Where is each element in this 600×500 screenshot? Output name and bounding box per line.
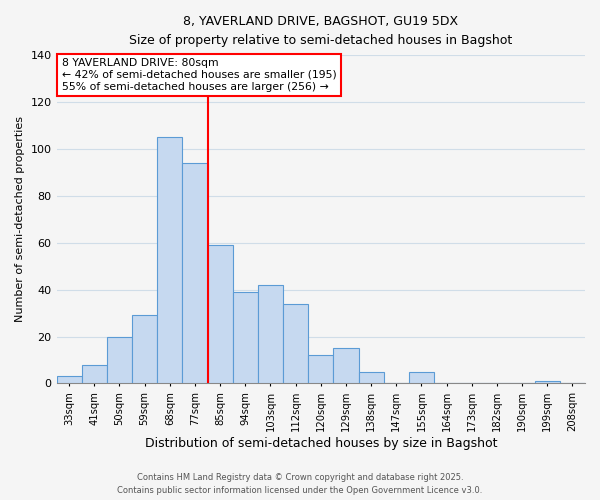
- Bar: [283, 304, 308, 384]
- Bar: [208, 245, 233, 384]
- Title: 8, YAVERLAND DRIVE, BAGSHOT, GU19 5DX
Size of property relative to semi-detached: 8, YAVERLAND DRIVE, BAGSHOT, GU19 5DX Si…: [129, 15, 512, 47]
- Text: Contains HM Land Registry data © Crown copyright and database right 2025.
Contai: Contains HM Land Registry data © Crown c…: [118, 474, 482, 495]
- Bar: [107, 336, 132, 384]
- Bar: [308, 356, 334, 384]
- Bar: [359, 372, 383, 384]
- Bar: [182, 163, 208, 384]
- Bar: [132, 316, 157, 384]
- Bar: [535, 381, 560, 384]
- Bar: [82, 364, 107, 384]
- Bar: [56, 376, 82, 384]
- Bar: [233, 292, 258, 384]
- Y-axis label: Number of semi-detached properties: Number of semi-detached properties: [15, 116, 25, 322]
- X-axis label: Distribution of semi-detached houses by size in Bagshot: Distribution of semi-detached houses by …: [145, 437, 497, 450]
- Bar: [409, 372, 434, 384]
- Bar: [334, 348, 359, 384]
- Bar: [157, 137, 182, 384]
- Bar: [258, 285, 283, 384]
- Text: 8 YAVERLAND DRIVE: 80sqm
← 42% of semi-detached houses are smaller (195)
55% of : 8 YAVERLAND DRIVE: 80sqm ← 42% of semi-d…: [62, 58, 337, 92]
